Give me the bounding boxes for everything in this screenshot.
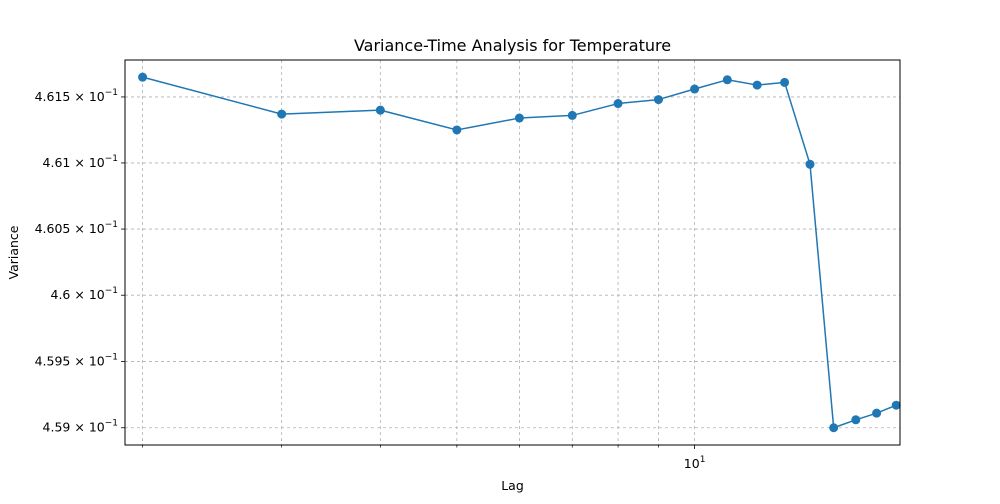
y-tick-label: 4.595 × 10−1 — [35, 352, 118, 368]
y-tick-label: 4.61 × 10−1 — [43, 154, 118, 170]
y-axis-ticks: 4.59 × 10−1 4.595 × 10−1 4.6 × 10−1 4.605 ×… — [35, 88, 125, 435]
grid — [125, 60, 900, 445]
y-tick-label: 4.6 × 10−1 — [51, 286, 119, 302]
series-layer — [138, 72, 901, 433]
data-point — [872, 408, 882, 418]
data-point — [452, 125, 462, 135]
plot-area-frame — [124, 59, 901, 446]
data-point — [722, 75, 732, 85]
data-point — [829, 423, 839, 433]
x-tick-label: 101 — [684, 455, 706, 471]
y-tick-label: 4.605 × 10−1 — [35, 220, 118, 236]
data-point — [891, 400, 901, 410]
data-point — [690, 84, 700, 94]
data-point — [514, 113, 524, 123]
data-point — [277, 109, 287, 119]
data-point — [613, 99, 623, 109]
y-tick-label: 4.59 × 10−1 — [43, 419, 118, 435]
data-point — [567, 110, 577, 120]
data-point — [851, 415, 861, 425]
x-axis-ticks: 101 — [142, 445, 706, 471]
y-tick-label: 4.615 × 10−1 — [35, 88, 118, 104]
data-point — [805, 159, 815, 169]
data-point — [780, 77, 790, 87]
data-point — [752, 80, 762, 90]
x-axis-label: Lag — [501, 478, 524, 493]
data-point — [138, 72, 148, 82]
data-point — [653, 95, 663, 105]
chart-title: Variance-Time Analysis for Temperature — [354, 36, 671, 55]
y-axis-label: Variance — [6, 225, 21, 279]
data-point — [375, 105, 385, 115]
